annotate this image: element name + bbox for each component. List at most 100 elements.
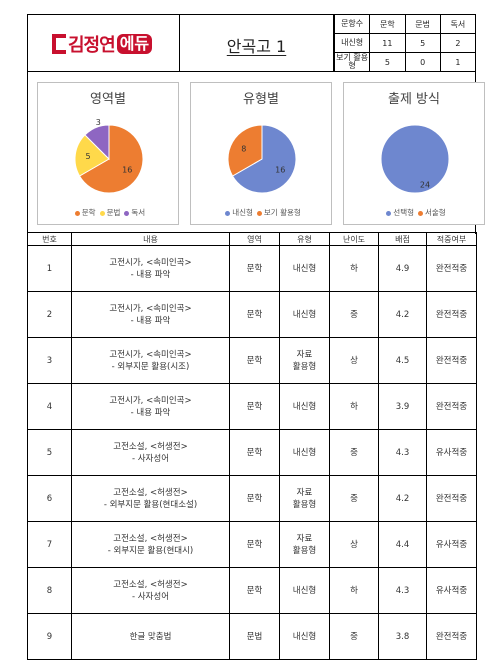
column-header: 난이도: [329, 232, 379, 246]
stats-cell: 5: [369, 52, 406, 71]
area-cell: 문학: [229, 567, 280, 614]
area-cell-text: 문학: [246, 263, 263, 274]
question-number-cell: 1: [27, 245, 72, 292]
stats-col-header: 문학: [369, 15, 406, 34]
question-number-cell-text: 1: [46, 263, 53, 274]
chart-legend: 내신형 보기 활용형: [191, 207, 331, 218]
column-header: 내용: [71, 232, 230, 246]
hit-cell-text: 완전적중: [435, 263, 468, 274]
area-cell-text: 문학: [246, 401, 263, 412]
type-cell-text: 활용형: [292, 361, 317, 372]
content-cell: 고전소설, <허생전> - 외부지문 활용(현대시): [71, 521, 230, 568]
difficulty-cell-text: 중: [350, 493, 358, 504]
type-cell-text: 내신형: [292, 631, 317, 642]
stats-row-label: 보기 활용형: [333, 52, 370, 71]
score-cell: 4.2: [378, 475, 427, 522]
difficulty-cell-text: 상: [350, 539, 358, 550]
header: 김정연 에듀 안곡고 1 문항수 문학 문법 독서 내신형 11 5 2 보기 …: [27, 14, 476, 72]
score-cell-text: 3.8: [395, 631, 410, 642]
legend-label: 선택형: [393, 208, 414, 217]
pie-data-label: 3: [96, 118, 101, 127]
area-cell: 문학: [229, 383, 280, 430]
type-cell: 내신형: [279, 567, 330, 614]
table-header-row: 번호 내용 영역 유형 난이도 배점 적중여부: [27, 232, 477, 246]
legend-swatch: [418, 210, 423, 216]
area-cell: 문학: [229, 291, 280, 338]
hit-cell: 유사적중: [426, 429, 477, 476]
content-cell-text: - 외부지문 활용(시조): [111, 361, 190, 372]
legend-label: 보기 활용형: [263, 208, 301, 217]
chart-title: 출제 방식: [388, 92, 440, 107]
pie-data-label: 8: [241, 144, 246, 153]
column-header: 배점: [378, 232, 427, 246]
table-row: 2 고전시가, <속미인곡> - 내용 파악 문학 내신형 중 4.2 완전적중: [27, 291, 477, 338]
content-cell-text: 고전시가, <속미인곡>: [109, 257, 192, 268]
pie-data-label: 5: [86, 152, 91, 161]
question-number-cell: 4: [27, 383, 72, 430]
type-cell-text: 내신형: [292, 585, 317, 596]
area-cell: 문학: [229, 475, 280, 522]
hit-cell-text: 완전적중: [435, 401, 468, 412]
legend-label: 문법: [106, 208, 121, 217]
stats-col-header: 문항수: [333, 15, 370, 34]
type-cell-text: 내신형: [292, 447, 317, 458]
pie-slice-독서: [84, 124, 110, 161]
difficulty-cell: 상: [329, 521, 379, 568]
type-cell-text: 내신형: [292, 263, 317, 274]
pie-chart-svg: 24: [380, 124, 450, 194]
question-number-cell: 5: [27, 429, 72, 476]
column-header: 적중여부: [426, 232, 477, 246]
score-cell-text: 4.2: [395, 493, 410, 504]
question-number-cell-text: 7: [46, 539, 53, 550]
score-cell-text: 4.2: [395, 309, 410, 320]
difficulty-cell: 하: [329, 245, 379, 292]
content-cell-text: 고전소설, <허생전>: [113, 487, 188, 498]
exam-analysis-page: 김정연 에듀 안곡고 1 문항수 문학 문법 독서 내신형 11 5 2 보기 …: [27, 14, 485, 660]
type-cell: 내신형: [279, 383, 330, 430]
content-cell-text: - 외부지문 활용(현대시): [107, 545, 194, 556]
stats-row: 보기 활용형 5 0 1: [333, 52, 475, 71]
type-cell-text: 자료: [296, 533, 313, 544]
score-cell: 4.3: [378, 429, 427, 476]
stats-col-header: 독서: [439, 15, 475, 34]
hit-cell: 유사적중: [426, 521, 477, 568]
chart-legend: 선택형 서술형: [344, 207, 484, 218]
difficulty-cell-text: 하: [350, 401, 358, 412]
area-cell-text: 문학: [246, 539, 263, 550]
score-cell: 4.3: [378, 567, 427, 614]
question-number-cell-text: 5: [46, 447, 53, 458]
content-cell-text: - 사자성어: [131, 453, 170, 464]
logo: 김정연 에듀: [52, 32, 153, 56]
stats-cell: 0: [404, 52, 441, 71]
type-cell: 내신형: [279, 429, 330, 476]
stats-table: 문항수 문학 문법 독서 내신형 11 5 2 보기 활용형 5 0 1: [333, 15, 475, 71]
pie-chart-svg: 16 8: [227, 124, 297, 194]
stats-cell: 2: [439, 33, 475, 53]
type-cell-text: 자료: [296, 487, 313, 498]
score-cell: 3.8: [378, 613, 427, 660]
logo-mark-icon: [52, 34, 66, 54]
content-cell: 고전소설, <허생전> - 사자성어: [71, 567, 230, 614]
difficulty-cell: 하: [329, 567, 379, 614]
type-cell: 내신형: [279, 613, 330, 660]
difficulty-cell-text: 하: [350, 263, 358, 274]
table-body: 1 고전시가, <속미인곡> - 내용 파악 문학 내신형 하 4.9 완전적중 2 고전시가, …: [27, 245, 477, 660]
legend-swatch: [124, 210, 130, 216]
type-cell: 내신형: [279, 245, 330, 292]
difficulty-cell-text: 중: [350, 447, 358, 458]
logo-sub-text: 에듀: [116, 34, 153, 54]
table-row: 3 고전시가, <속미인곡> - 외부지문 활용(시조) 문학 자료 활용형 상 4.5 완전적…: [27, 337, 477, 384]
table-row: 7 고전소설, <허생전> - 외부지문 활용(현대시) 문학 자료 활용형 상 4.4 유사적…: [27, 521, 477, 568]
content-cell-text: 고전소설, <허생전>: [113, 533, 188, 544]
type-chart: 유형별 16 8 내신형 보기 활용형: [190, 82, 332, 225]
score-cell-text: 4.3: [395, 585, 410, 596]
area-cell-text: 문학: [246, 355, 263, 366]
question-number-cell: 7: [27, 521, 72, 568]
content-cell: 고전시가, <속미인곡> - 내용 파악: [71, 291, 230, 338]
question-number-cell-text: 8: [46, 585, 53, 596]
content-cell: 고전시가, <속미인곡> - 내용 파악: [71, 383, 230, 430]
stats-row: 내신형 11 5 2: [333, 33, 475, 53]
pie-data-label: 24: [420, 181, 430, 190]
table-row: 1 고전시가, <속미인곡> - 내용 파악 문학 내신형 하 4.9 완전적중: [27, 245, 477, 292]
column-header: 번호: [27, 232, 72, 246]
